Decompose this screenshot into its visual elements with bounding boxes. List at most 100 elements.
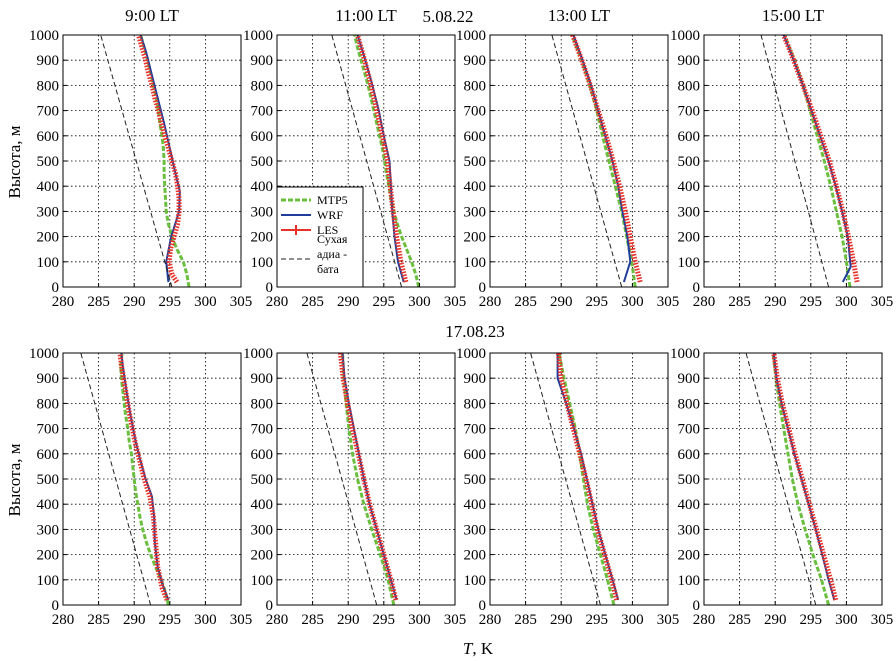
legend-label-les: LES — [317, 223, 338, 237]
date-label-top: 5.08.22 — [423, 7, 474, 26]
y-tick-label: 1000 — [456, 346, 486, 362]
y-tick-label: 300 — [37, 204, 60, 220]
series-line-dry — [551, 35, 623, 287]
y-tick-label: 500 — [678, 472, 701, 488]
y-tick-label: 300 — [464, 522, 487, 538]
y-tick-label: 300 — [678, 204, 701, 220]
y-tick-label: 0 — [479, 280, 487, 296]
y-tick-label: 1000 — [456, 28, 486, 44]
y-tick-label: 0 — [693, 598, 701, 614]
x-tick-label: 285 — [301, 294, 324, 310]
x-tick-label: 285 — [514, 294, 537, 310]
x-tick-label: 300 — [621, 612, 644, 628]
series-line-les — [555, 353, 620, 601]
y-tick-label: 900 — [678, 53, 701, 69]
y-tick-label: 400 — [678, 497, 701, 513]
date-label-bottom: 17.08.23 — [445, 322, 505, 341]
x-tick-label: 305 — [444, 294, 467, 310]
series-line-les — [136, 35, 182, 284]
series-group — [306, 353, 399, 605]
y-tick-label: 900 — [37, 53, 60, 69]
x-tick-label: 290 — [764, 612, 787, 628]
y-tick-label: 700 — [37, 104, 60, 120]
y-tick-label: 1000 — [670, 28, 700, 44]
series-line-mtp5 — [119, 353, 170, 605]
legend-label-dry: бата — [317, 262, 340, 276]
x-tick-label: 280 — [693, 612, 716, 628]
y-tick-label: 100 — [251, 255, 274, 271]
x-tick-label: 290 — [123, 294, 146, 310]
series-line-mtp5 — [341, 353, 396, 605]
y-tick-label: 200 — [678, 230, 701, 246]
y-tick-label: 800 — [678, 78, 701, 94]
x-tick-label: 295 — [800, 612, 823, 628]
y-tick-label: 100 — [464, 255, 487, 271]
chart-panel-1: 280 285 290 295 300 305 0 100 200 300 400 500 600 700… — [29, 6, 252, 310]
y-tick-label: 800 — [251, 78, 274, 94]
legend-box — [276, 186, 364, 288]
y-tick-label: 300 — [251, 522, 274, 538]
y-tick-label: 700 — [464, 422, 487, 438]
y-tick-label: 100 — [37, 573, 60, 589]
y-tick-label: 100 — [678, 255, 701, 271]
y-tick-label: 700 — [464, 104, 487, 120]
x-tick-label: 280 — [266, 612, 289, 628]
y-tick-label: 800 — [464, 78, 487, 94]
chart-panel-8: 280 285 290 295 300 305 0 100 200 300 400 500 600 700… — [670, 346, 893, 628]
series-line-dry — [530, 353, 601, 605]
x-tick-label: 300 — [194, 294, 217, 310]
chart-panel-3: 280 285 290 295 300 305 0 100 200 300 400 500 600 700… — [456, 6, 679, 310]
y-tick-label: 200 — [37, 548, 60, 564]
series-group — [100, 35, 191, 287]
x-tick-label: 280 — [52, 612, 75, 628]
y-tick-label: 500 — [251, 472, 274, 488]
series-line-mtp5 — [771, 353, 831, 605]
y-tick-label: 1000 — [29, 28, 59, 44]
series-line-dry — [80, 353, 152, 605]
y-tick-label: 300 — [37, 522, 60, 538]
y-tick-label: 200 — [251, 230, 274, 246]
y-tick-label: 900 — [464, 371, 487, 387]
series-group — [745, 353, 839, 605]
panel-title: 11:00 LT — [335, 6, 397, 25]
y-tick-label: 900 — [251, 53, 274, 69]
chart-panels: 280 285 290 295 300 305 0 100 200 300 400 500 600 700… — [29, 6, 893, 628]
y-tick-label: 400 — [251, 497, 274, 513]
y-tick-label: 500 — [464, 154, 487, 170]
y-tick-label: 600 — [678, 447, 701, 463]
y-tick-label: 500 — [678, 154, 701, 170]
y-tick-label: 600 — [37, 447, 60, 463]
series-line-dry — [331, 35, 403, 287]
y-tick-label: 600 — [251, 447, 274, 463]
series-group — [760, 35, 860, 287]
series-line-mtp5 — [353, 35, 421, 287]
y-tick-label: 500 — [37, 154, 60, 170]
x-tick-label: 300 — [194, 612, 217, 628]
series-line-les — [781, 35, 860, 283]
series-line-les — [570, 35, 643, 283]
series-line-mtp5 — [783, 35, 852, 287]
x-tick-label: 285 — [514, 612, 537, 628]
y-tick-label: 900 — [464, 53, 487, 69]
series-line-wrf — [356, 35, 405, 283]
series-line-wrf — [572, 35, 632, 283]
series-line-dry — [760, 35, 830, 287]
y-tick-label: 200 — [678, 548, 701, 564]
series-line-wrf — [341, 353, 398, 601]
y-tick-label: 600 — [251, 129, 274, 145]
x-tick-label: 290 — [337, 294, 360, 310]
y-tick-label: 200 — [464, 230, 487, 246]
y-tick-label: 400 — [37, 179, 60, 195]
x-tick-label: 305 — [871, 294, 894, 310]
x-tick-label: 290 — [337, 612, 360, 628]
x-axis-symbol: T — [463, 639, 474, 658]
y-tick-label: 900 — [251, 371, 274, 387]
y-tick-label: 300 — [251, 204, 274, 220]
x-tick-label: 285 — [728, 612, 751, 628]
y-tick-label: 200 — [251, 548, 274, 564]
y-tick-label: 400 — [464, 179, 487, 195]
y-tick-label: 800 — [37, 78, 60, 94]
x-tick-label: 280 — [52, 294, 75, 310]
y-tick-label: 100 — [251, 573, 274, 589]
